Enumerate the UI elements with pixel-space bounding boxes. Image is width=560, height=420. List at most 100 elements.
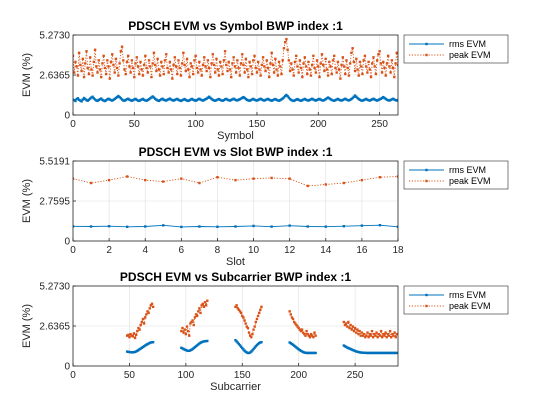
rms-evm-point <box>269 99 272 102</box>
peak-evm-point <box>96 71 99 74</box>
rms-evm-point <box>378 98 381 101</box>
rms-evm-point <box>187 99 190 103</box>
peak-evm-point <box>171 77 174 80</box>
peak-evm-point <box>259 308 262 312</box>
rms-evm-point <box>185 99 189 102</box>
rms-evm-point <box>263 99 266 102</box>
rms-evm-point <box>149 97 152 100</box>
peak-evm-point <box>214 71 217 74</box>
peak-evm-point <box>275 68 278 71</box>
peak-evm-point <box>249 65 253 68</box>
peak-evm-point <box>308 335 312 339</box>
rms-evm-point <box>193 99 196 102</box>
peak-evm-point <box>377 53 380 56</box>
rms-evm-point <box>369 98 373 102</box>
x-tick-label: 10 <box>248 245 260 256</box>
peak-evm-point <box>149 304 153 307</box>
peak-evm-point <box>193 316 197 319</box>
rms-evm-point <box>384 97 387 101</box>
rms-evm-point <box>89 225 93 228</box>
rms-evm-point <box>320 99 324 102</box>
peak-evm-point <box>363 54 367 58</box>
peak-evm-point <box>144 178 147 182</box>
rms-evm-point <box>150 96 153 99</box>
rms-evm-point <box>341 98 345 102</box>
peak-evm-point <box>394 62 397 65</box>
peak-evm-point <box>381 335 384 339</box>
rms-evm-point <box>109 98 113 102</box>
peak-evm-point <box>385 335 388 339</box>
x-tick-label: 8 <box>215 245 221 256</box>
peak-evm-point <box>222 59 226 62</box>
peak-evm-point <box>188 334 191 337</box>
peak-evm-point <box>160 60 163 64</box>
y-tick-label: 5.2730 <box>39 31 70 42</box>
y-axis-label: EVM (%) <box>21 304 33 348</box>
peak-evm-point <box>111 53 114 56</box>
peak-evm-point <box>361 72 364 76</box>
peak-evm-point <box>73 177 75 180</box>
peak-evm-point <box>122 59 125 62</box>
rms-evm-point <box>344 97 347 100</box>
peak-evm-point <box>375 59 379 62</box>
rms-evm-point <box>142 98 146 102</box>
peak-evm-point <box>321 63 325 67</box>
peak-evm-point <box>204 304 208 307</box>
peak-evm-point <box>364 65 368 68</box>
rms-evm-point <box>183 97 186 101</box>
peak-evm-point <box>235 304 238 307</box>
x-tick-label: 2 <box>106 245 112 256</box>
peak-evm-point <box>75 65 78 68</box>
peak-evm-point <box>329 65 332 68</box>
peak-evm-point <box>162 72 165 76</box>
peak-evm-point <box>178 66 181 70</box>
rms-evm-point <box>312 98 315 101</box>
peak-evm-point <box>259 74 262 77</box>
rms-evm-point <box>253 98 256 101</box>
peak-evm-point <box>344 322 348 325</box>
peak-evm-point <box>180 329 183 333</box>
peak-evm-point <box>326 74 330 77</box>
rms-evm-point <box>298 99 302 102</box>
rms-evm-point <box>146 98 150 102</box>
rms-evm-point <box>328 97 331 100</box>
peak-evm-point <box>292 320 296 324</box>
peak-evm-point <box>307 334 311 337</box>
rms-evm-point <box>221 99 224 102</box>
rms-evm-point <box>198 225 201 228</box>
rms-evm-point <box>125 98 129 101</box>
peak-evm-point <box>237 308 241 312</box>
peak-evm-point <box>230 75 233 79</box>
peak-evm-point <box>277 60 281 64</box>
peak-evm-point <box>244 322 247 325</box>
rms-evm-point <box>180 225 183 229</box>
peak-evm-point <box>176 72 179 76</box>
peak-evm-point <box>140 68 143 71</box>
peak-evm-point <box>179 74 183 77</box>
rms-evm-point <box>88 97 92 100</box>
rms-evm-point <box>227 99 230 102</box>
peak-evm-point <box>205 69 208 73</box>
rms-evm-point <box>260 340 263 344</box>
peak-evm-point <box>368 332 371 336</box>
peak-evm-point <box>317 65 320 68</box>
peak-evm-point <box>234 71 238 74</box>
peak-evm-point <box>181 326 184 330</box>
x-tick-label: 50 <box>129 119 141 130</box>
peak-evm-point <box>350 328 353 331</box>
rms-evm-point <box>165 99 168 102</box>
peak-evm-point <box>204 65 207 68</box>
peak-evm-point <box>141 317 145 321</box>
series-group <box>73 175 398 229</box>
peak-evm-point <box>390 59 394 62</box>
peak-evm-point <box>128 65 131 68</box>
rms-evm-point <box>339 99 342 102</box>
peak-evm-point <box>210 62 213 65</box>
peak-evm-point <box>355 331 358 334</box>
rms-evm-point <box>323 98 326 102</box>
peak-evm-point <box>260 305 263 309</box>
peak-evm-point <box>371 62 374 65</box>
peak-evm-point <box>228 68 232 71</box>
peak-evm-point <box>147 311 150 315</box>
rms-evm-point <box>237 342 241 346</box>
